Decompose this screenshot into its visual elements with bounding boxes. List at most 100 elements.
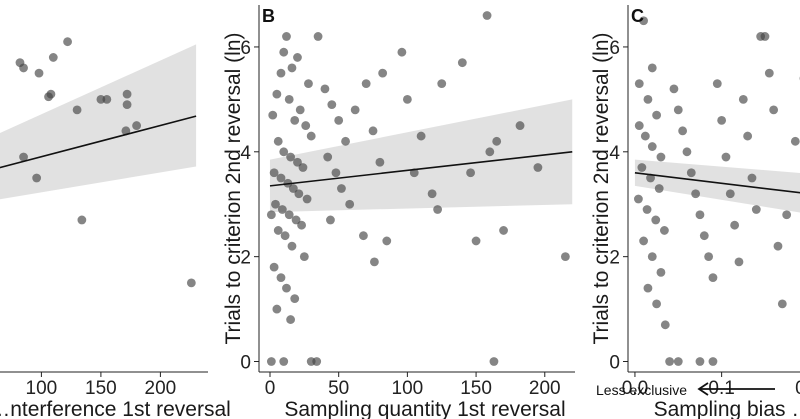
y-tick-label: 0 xyxy=(609,353,620,374)
y-axis-title: Trials to criterion 2nd reversal (ln) xyxy=(222,33,245,345)
x-tick-label: 150 xyxy=(460,378,492,399)
y-axis-title: Trials to criterion 2nd reversal (ln) xyxy=(590,33,613,345)
data-point xyxy=(433,205,443,214)
data-point xyxy=(323,152,333,162)
data-point xyxy=(634,79,644,89)
data-point xyxy=(271,199,280,209)
data-point xyxy=(660,320,670,330)
x-tick-label: 200 xyxy=(529,378,561,399)
data-point xyxy=(276,273,286,283)
x-tick-label: 0 xyxy=(265,378,276,399)
data-point xyxy=(647,142,657,151)
data-point xyxy=(102,94,112,104)
x-axis-title: Sampling bias … xyxy=(654,398,800,419)
data-point xyxy=(370,257,379,267)
data-point xyxy=(301,121,311,130)
data-point xyxy=(288,184,298,193)
data-point xyxy=(743,131,753,141)
data-point xyxy=(647,252,657,262)
x-tick-label: 150 xyxy=(85,378,117,399)
data-point xyxy=(312,357,322,366)
data-point xyxy=(269,262,279,272)
data-point xyxy=(482,11,492,20)
data-point xyxy=(286,152,295,162)
data-point xyxy=(499,226,508,235)
data-point xyxy=(334,115,344,125)
data-point xyxy=(284,94,294,104)
data-point xyxy=(302,194,312,204)
data-point xyxy=(290,294,300,303)
y-tick-label: 2 xyxy=(609,248,620,269)
x-tick-label: 0.0 xyxy=(622,378,648,399)
data-point xyxy=(652,110,662,120)
data-point xyxy=(686,168,696,178)
data-point xyxy=(122,100,132,110)
data-point xyxy=(272,89,282,99)
y-tick-label: 6 xyxy=(240,38,251,59)
data-point xyxy=(656,152,666,162)
trend-line xyxy=(269,151,573,187)
data-point xyxy=(764,68,774,78)
data-point xyxy=(121,126,131,136)
data-point xyxy=(654,184,664,193)
data-point xyxy=(382,236,392,246)
data-point xyxy=(533,163,543,172)
data-point xyxy=(279,147,289,157)
y-tick-label: 2 xyxy=(240,248,251,269)
data-point xyxy=(665,357,675,366)
data-point xyxy=(751,205,761,214)
data-point xyxy=(471,236,481,246)
confidence-band xyxy=(269,99,573,213)
data-point xyxy=(560,252,570,262)
panel-label: C xyxy=(631,6,644,26)
data-point xyxy=(287,241,297,251)
y-tick-label: 0 xyxy=(240,353,251,374)
data-point xyxy=(643,94,653,104)
data-point xyxy=(331,168,341,178)
data-point xyxy=(326,215,335,225)
x-axis-title: …nterference 1st reversal xyxy=(0,398,231,419)
data-point xyxy=(656,267,666,277)
data-point xyxy=(643,283,653,293)
data-point xyxy=(651,215,661,225)
data-point xyxy=(437,79,447,89)
data-point xyxy=(359,231,368,241)
data-point xyxy=(634,121,644,130)
data-point xyxy=(712,79,722,89)
data-point xyxy=(782,210,792,220)
data-point xyxy=(304,79,313,89)
data-point xyxy=(397,47,407,57)
data-point xyxy=(725,189,735,199)
x-tick-label: 100 xyxy=(26,378,58,399)
data-point xyxy=(647,63,657,73)
x-tick-label: 50 xyxy=(328,378,349,399)
data-point xyxy=(485,147,495,157)
data-point xyxy=(673,357,683,366)
data-point xyxy=(77,215,87,225)
data-point xyxy=(277,205,287,214)
data-point xyxy=(682,147,692,157)
data-point xyxy=(297,220,306,230)
data-point xyxy=(640,131,650,141)
data-point xyxy=(721,152,731,162)
x-tick-label: 200 xyxy=(145,378,177,399)
data-point xyxy=(378,68,388,78)
data-point xyxy=(341,136,350,146)
data-point xyxy=(313,32,323,41)
data-point xyxy=(416,131,426,141)
data-point xyxy=(320,84,330,94)
data-point xyxy=(306,131,316,141)
data-point xyxy=(427,189,437,199)
trend-line xyxy=(634,171,800,194)
data-point xyxy=(44,92,53,102)
data-point xyxy=(350,105,360,115)
data-point xyxy=(790,136,800,146)
data-point xyxy=(284,210,294,220)
data-point xyxy=(279,357,289,366)
data-point xyxy=(299,252,309,262)
y-tick-label: 4 xyxy=(609,143,620,164)
data-point xyxy=(634,194,643,204)
data-point xyxy=(327,100,337,110)
trend-line xyxy=(0,115,197,169)
